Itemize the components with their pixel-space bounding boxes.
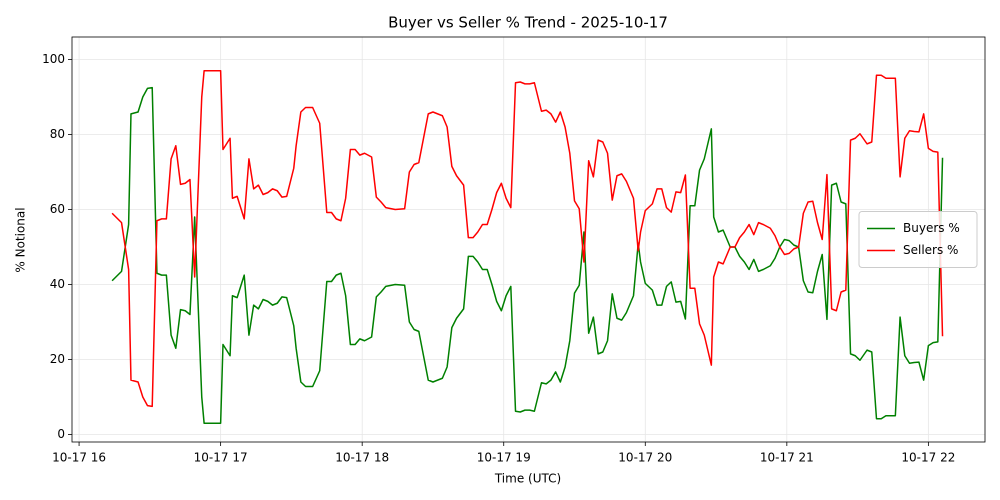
y-tick-label: 80 (50, 127, 65, 141)
y-tick-label: 100 (42, 52, 65, 66)
y-tick-label: 20 (50, 352, 65, 366)
x-tick-label: 10-17 17 (194, 451, 248, 465)
x-tick-label: 10-17 18 (335, 451, 389, 465)
y-tick-label: 60 (50, 202, 65, 216)
x-tick-label: 10-17 21 (760, 451, 814, 465)
legend-label: Sellers % (903, 243, 958, 257)
series-line (111, 86, 944, 424)
x-axis-label: Time (UTC) (494, 472, 561, 486)
x-tick-label: 10-17 22 (901, 451, 955, 465)
chart-title: Buyer vs Seller % Trend - 2025-10-17 (388, 14, 668, 32)
legend-box (858, 211, 978, 268)
x-tick-label: 10-17 16 (52, 451, 106, 465)
x-tick-label: 10-17 20 (618, 451, 672, 465)
legend-label: Buyers % (903, 221, 960, 235)
y-tick-label: 40 (50, 277, 65, 291)
y-tick-label: 0 (57, 427, 65, 441)
series-line (111, 70, 944, 408)
x-tick-label: 10-17 19 (477, 451, 531, 465)
y-axis-label: % Notional (14, 207, 28, 272)
plot-frame (71, 36, 986, 443)
